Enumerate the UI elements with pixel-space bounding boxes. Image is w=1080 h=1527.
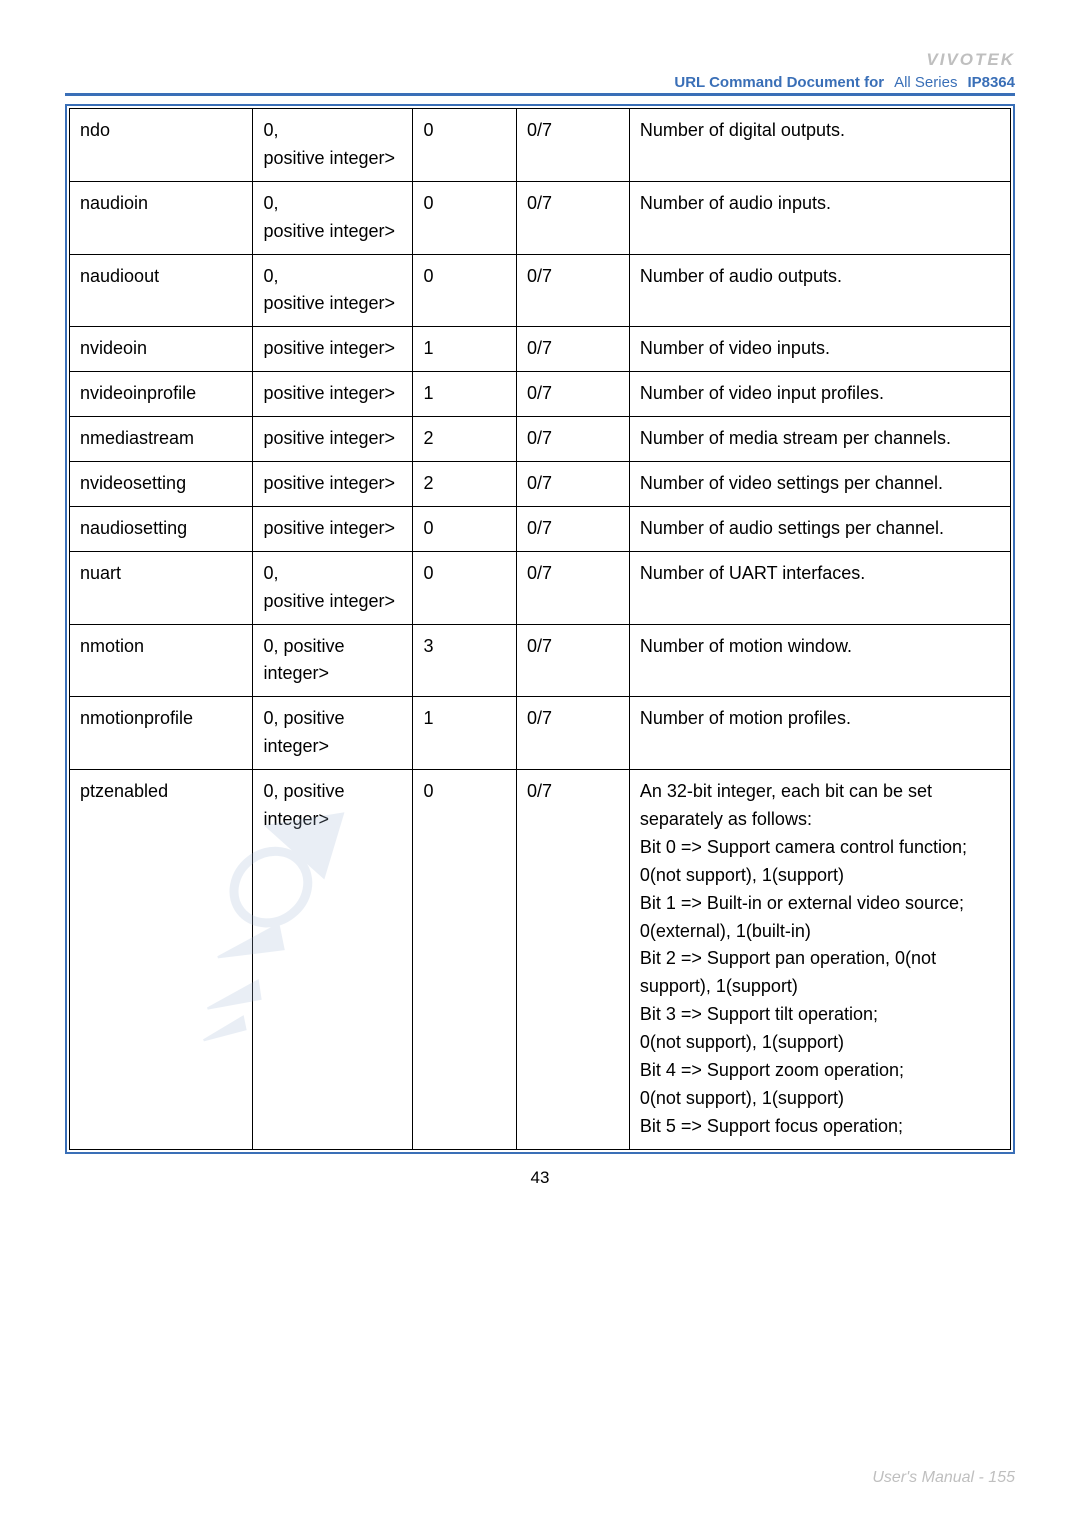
table-cell-c3: 1 — [413, 327, 517, 372]
table-cell-c1: nmotionprofile — [70, 697, 253, 770]
table-cell-c4: 0/7 — [516, 551, 629, 624]
table-row: nmotionprofile0, positive integer>10/7Nu… — [70, 697, 1011, 770]
table-cell-c4: 0/7 — [516, 697, 629, 770]
table-cell-c1: nvideosetting — [70, 462, 253, 507]
table-cell-c5: Number of video settings per channel. — [629, 462, 1010, 507]
table-row: nmotion0, positive integer>30/7Number of… — [70, 624, 1011, 697]
table-cell-c4: 0/7 — [516, 624, 629, 697]
table-cell-c1: nvideoinprofile — [70, 372, 253, 417]
table-cell-c4: 0/7 — [516, 109, 629, 182]
table-row: nvideosettingpositive integer>20/7Number… — [70, 462, 1011, 507]
table-row: nuart0,positive integer>00/7Number of UA… — [70, 551, 1011, 624]
table-row: nvideoinprofilepositive integer>10/7Numb… — [70, 372, 1011, 417]
table-row: nmediastreampositive integer>20/7Number … — [70, 417, 1011, 462]
outer-frame: ndo0,positive integer>00/7Number of digi… — [65, 104, 1015, 1154]
doc-title-row: URL Command Document for All Series IP83… — [65, 74, 1015, 96]
doc-title-left: URL Command Document for — [674, 74, 884, 91]
table-row: naudioin0,positive integer>00/7Number of… — [70, 181, 1011, 254]
table-cell-c3: 0 — [413, 506, 517, 551]
table-cell-c2: positive integer> — [253, 506, 413, 551]
table-cell-c2: 0, positive integer> — [253, 624, 413, 697]
parameters-table: ndo0,positive integer>00/7Number of digi… — [69, 108, 1011, 1150]
table-cell-c2: 0,positive integer> — [253, 551, 413, 624]
table-cell-c5: An 32-bit integer, each bit can be set s… — [629, 770, 1010, 1150]
table-cell-c4: 0/7 — [516, 506, 629, 551]
table-cell-c1: naudiosetting — [70, 506, 253, 551]
table-cell-c4: 0/7 — [516, 327, 629, 372]
table-cell-c4: 0/7 — [516, 462, 629, 507]
table-cell-c1: naudioin — [70, 181, 253, 254]
table-cell-c5: Number of video inputs. — [629, 327, 1010, 372]
table-cell-c3: 2 — [413, 462, 517, 507]
table-cell-c1: ptzenabled — [70, 770, 253, 1150]
table-cell-c4: 0/7 — [516, 372, 629, 417]
table-cell-c3: 2 — [413, 417, 517, 462]
table-cell-c3: 1 — [413, 372, 517, 417]
table-cell-c5: Number of media stream per channels. — [629, 417, 1010, 462]
table-cell-c2: 0, positive integer> — [253, 697, 413, 770]
table-row: ptzenabled0, positive integer>00/7An 32-… — [70, 770, 1011, 1150]
table-cell-c5: Number of video input profiles. — [629, 372, 1010, 417]
doc-title-mid: All Series — [894, 74, 957, 91]
doc-title-right: IP8364 — [967, 74, 1015, 91]
table-row: naudioout0,positive integer>00/7Number o… — [70, 254, 1011, 327]
table-row: ndo0,positive integer>00/7Number of digi… — [70, 109, 1011, 182]
table-row: naudiosettingpositive integer>00/7Number… — [70, 506, 1011, 551]
table-cell-c5: Number of audio outputs. — [629, 254, 1010, 327]
table-cell-c3: 0 — [413, 551, 517, 624]
table-cell-c5: Number of audio settings per channel. — [629, 506, 1010, 551]
table-cell-c1: nmotion — [70, 624, 253, 697]
table-row: nvideoinpositive integer>10/7Number of v… — [70, 327, 1011, 372]
table-cell-c1: ndo — [70, 109, 253, 182]
table-cell-c3: 0 — [413, 770, 517, 1150]
table-cell-c1: nmediastream — [70, 417, 253, 462]
table-cell-c4: 0/7 — [516, 254, 629, 327]
table-cell-c2: 0,positive integer> — [253, 254, 413, 327]
table-cell-c4: 0/7 — [516, 181, 629, 254]
table-cell-c1: nvideoin — [70, 327, 253, 372]
table-cell-c2: 0, positive integer> — [253, 770, 413, 1150]
brand-name: VIVOTEK — [65, 50, 1015, 70]
table-cell-c4: 0/7 — [516, 417, 629, 462]
manual-footer: User's Manual - 155 — [872, 1469, 1015, 1487]
table-cell-c2: positive integer> — [253, 417, 413, 462]
table-cell-c5: Number of digital outputs. — [629, 109, 1010, 182]
table-cell-c2: positive integer> — [253, 372, 413, 417]
header: VIVOTEK — [65, 50, 1015, 70]
table-cell-c5: Number of audio inputs. — [629, 181, 1010, 254]
table-cell-c2: 0,positive integer> — [253, 181, 413, 254]
table-cell-c5: Number of motion profiles. — [629, 697, 1010, 770]
table-cell-c3: 1 — [413, 697, 517, 770]
table-cell-c5: Number of motion window. — [629, 624, 1010, 697]
table-cell-c4: 0/7 — [516, 770, 629, 1150]
table-cell-c3: 3 — [413, 624, 517, 697]
table-cell-c3: 0 — [413, 254, 517, 327]
table-cell-c3: 0 — [413, 181, 517, 254]
page-number: 43 — [65, 1168, 1015, 1188]
table-cell-c2: positive integer> — [253, 327, 413, 372]
table-cell-c2: positive integer> — [253, 462, 413, 507]
table-cell-c5: Number of UART interfaces. — [629, 551, 1010, 624]
table-cell-c1: naudioout — [70, 254, 253, 327]
table-cell-c1: nuart — [70, 551, 253, 624]
table-cell-c3: 0 — [413, 109, 517, 182]
table-cell-c2: 0,positive integer> — [253, 109, 413, 182]
